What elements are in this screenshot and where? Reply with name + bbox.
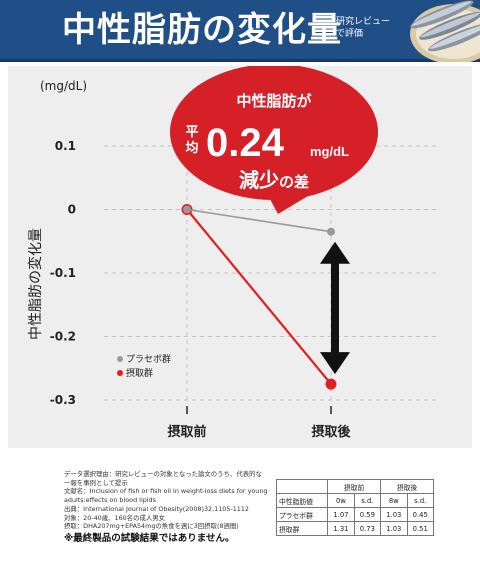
note-line-1: データ選択理由：研究レビューの対象となった論文のうち、代表的な: [64, 470, 262, 478]
header-subtitle-line-1: 研究レビュー: [336, 17, 391, 27]
callout-ellipse: [170, 66, 378, 200]
callout-prefix-1: 平: [185, 125, 198, 140]
legend-swatch-intake: [117, 370, 123, 376]
disclaimer: ※最終製品の試験結果ではありません。: [64, 532, 235, 544]
callout-line-1: 中性脂肪が: [236, 92, 312, 110]
table-cell: 1.31: [327, 521, 355, 536]
chart: (mg/dL) 中性脂肪の変化量 0.1 0 -0.1 -0.2 -0.3 摂取前 摂取後…: [27, 66, 436, 440]
y-tick-label: -0.2: [50, 330, 76, 344]
data-point: [327, 227, 335, 236]
legend-label-placebo: プラセボ群: [126, 353, 171, 365]
callout-value: 0.24: [206, 121, 285, 165]
table-cell: 1.03: [380, 521, 408, 536]
table-cell: 摂取後: [380, 479, 434, 494]
table-cell: 1.07: [327, 507, 355, 522]
table-cell: s.d.: [353, 493, 382, 508]
note-line-7: 摂取：DHA207mg+EPA54mgの魚食を週に3回摂取(8週間): [64, 522, 239, 531]
header-subtitle-line-2: で評価: [336, 29, 364, 39]
legend: プラセボ群 摂取群: [117, 353, 171, 379]
x-tick-label: 摂取後: [311, 424, 351, 440]
table-cell: 摂取前: [327, 479, 382, 494]
callout-line-3: 減少の差: [239, 168, 309, 192]
table-cell: 中性脂肪値: [275, 493, 329, 508]
results-table: 摂取前 摂取後 中性脂肪値 0w s.d. 8w s.d. プラセボ群 1.07…: [275, 479, 434, 536]
y-tick-label: -0.3: [50, 393, 76, 407]
note-line-3: 文献名：Inclusion of fish or fish oil in wei…: [64, 487, 268, 496]
table-cell: 1.03: [380, 507, 408, 522]
table-cell: 0w: [327, 493, 355, 508]
x-tick-label: 摂取前: [167, 424, 206, 440]
fish-icon: [410, 0, 480, 62]
table-cell: 0.73: [353, 521, 382, 536]
y-tick-label: -0.1: [50, 266, 76, 280]
callout-line-3b: の差: [279, 173, 309, 191]
callout-prefix-2: 均: [185, 140, 198, 156]
callout-bubble: 中性脂肪が 平 均 0.24 mg/dL 減少の差: [170, 66, 378, 214]
note-line-6: 対象：20-40歳、160名の成人男女: [64, 513, 166, 522]
series-line: [186, 208, 332, 385]
data-point: [325, 378, 337, 390]
table-cell: 0.59: [353, 507, 382, 522]
source-notes: データ選択理由：研究レビューの対象となった論文のうち、代表的な 一報を事例として…: [64, 470, 278, 545]
header-banner: 中性脂肪の変化量 研究レビュー で評価: [0, 0, 480, 62]
fish-image: [396, 0, 480, 62]
table-cell: [275, 479, 329, 494]
table-cell: 0.45: [406, 507, 434, 522]
chart-panel: (mg/dL) 中性脂肪の変化量 0.1 0 -0.1 -0.2 -0.3 摂取前 摂取後…: [8, 66, 472, 448]
table-row: プラセボ群 1.07 0.59 1.03 0.45: [275, 507, 434, 522]
y-tick-label: 0.1: [55, 139, 76, 153]
page-title: 中性脂肪の変化量: [62, 10, 342, 50]
difference-arrow: [320, 241, 350, 375]
callout-unit: mg/dL: [310, 144, 349, 159]
table-header-row-1: 摂取前 摂取後: [275, 479, 434, 494]
table-cell: s.d.: [406, 493, 434, 508]
note-line-5: 出典：International Journal of Obesity(2008…: [64, 504, 249, 513]
table-cell: 0.51: [406, 521, 434, 536]
series-line: [186, 208, 332, 233]
data-point: [183, 205, 191, 214]
table-cell: 8w: [380, 493, 408, 508]
y-axis-title: 中性脂肪の変化量: [27, 228, 44, 340]
table-cell: プラセボ群: [275, 507, 329, 522]
y-unit-label: (mg/dL): [40, 79, 87, 93]
callout-line-3a: 減少: [239, 168, 279, 192]
note-line-4: adults:effects on blood lipids: [64, 496, 156, 505]
table-header-row-2: 中性脂肪値 0w s.d. 8w s.d.: [275, 493, 434, 508]
y-tick-label: 0: [68, 203, 76, 217]
table-cell: 摂取群: [275, 521, 329, 536]
note-line-2: 一報を事例として提示: [64, 478, 128, 487]
legend-label-intake: 摂取群: [126, 367, 153, 379]
legend-swatch-placebo: [117, 356, 123, 362]
header-subtitle: 研究レビュー で評価: [336, 16, 406, 40]
table-row: 摂取群 1.31 0.73 1.03 0.51: [275, 521, 434, 536]
